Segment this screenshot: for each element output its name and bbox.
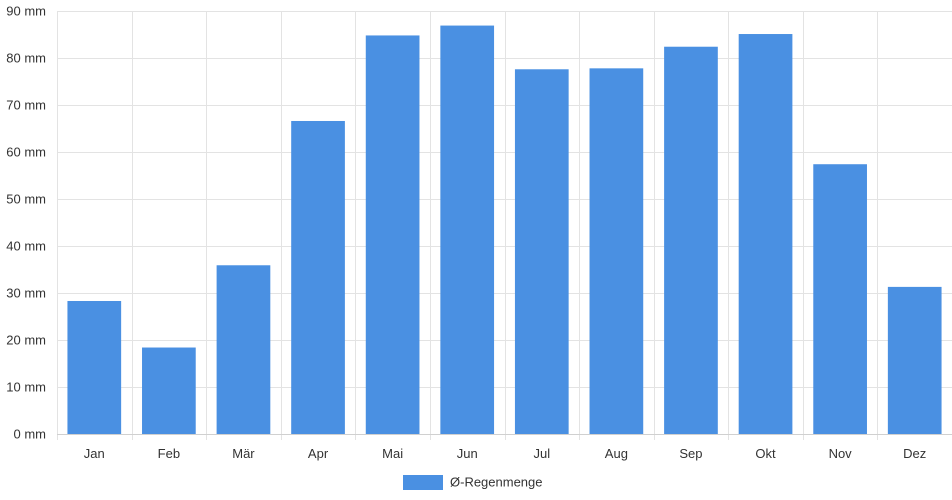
x-tick-label: Apr (308, 446, 329, 461)
bar-mär[interactable] (216, 265, 271, 434)
bar-okt[interactable] (738, 34, 793, 434)
legend-swatch[interactable] (403, 475, 443, 490)
y-tick-label: 60 mm (6, 145, 46, 160)
bar-nov[interactable] (813, 164, 867, 434)
bar-jan[interactable] (67, 300, 122, 434)
x-tick-label: Nov (829, 446, 853, 461)
x-tick-label: Sep (679, 446, 702, 461)
y-tick-label: 80 mm (6, 51, 46, 66)
legend[interactable]: Ø-Regenmenge (403, 475, 543, 491)
y-tick-label: 90 mm (6, 4, 46, 19)
x-tick-label: Mai (382, 446, 403, 461)
bars (67, 25, 942, 434)
x-tick-label: Aug (605, 446, 628, 461)
bar-jul[interactable] (514, 69, 569, 434)
bar-dez[interactable] (887, 286, 942, 434)
y-tick-label: 20 mm (6, 333, 46, 348)
grid-lines (57, 11, 952, 440)
y-tick-label: 40 mm (6, 239, 46, 254)
x-tick-label: Okt (755, 446, 776, 461)
bar-feb[interactable] (142, 347, 196, 434)
bar-jun[interactable] (440, 25, 495, 434)
x-tick-label: Jul (533, 446, 550, 461)
bar-aug[interactable] (589, 68, 644, 434)
bar-sep[interactable] (664, 46, 718, 434)
y-tick-label: 0 mm (14, 427, 47, 442)
x-tick-label: Jun (457, 446, 478, 461)
y-tick-label: 30 mm (6, 286, 46, 301)
bar-mai[interactable] (365, 35, 420, 434)
legend-label[interactable]: Ø-Regenmenge (450, 475, 543, 490)
bar-apr[interactable] (291, 120, 345, 434)
x-axis-tick-labels: Jan Feb Mär Apr Mai Jun Jul Aug Sep Okt Nov Dez (84, 446, 926, 461)
x-tick-label: Dez (903, 446, 926, 461)
x-tick-label: Jan (84, 446, 105, 461)
x-tick-label: Feb (158, 446, 180, 461)
x-tick-label: Mär (232, 446, 255, 461)
y-tick-label: 50 mm (6, 192, 46, 207)
y-tick-label: 70 mm (6, 98, 46, 113)
y-axis-tick-labels: 0 mm 10 mm 20 mm 30 mm 40 mm 50 mm 60 mm 70 mm 8… (6, 4, 46, 442)
y-tick-label: 10 mm (6, 380, 46, 395)
